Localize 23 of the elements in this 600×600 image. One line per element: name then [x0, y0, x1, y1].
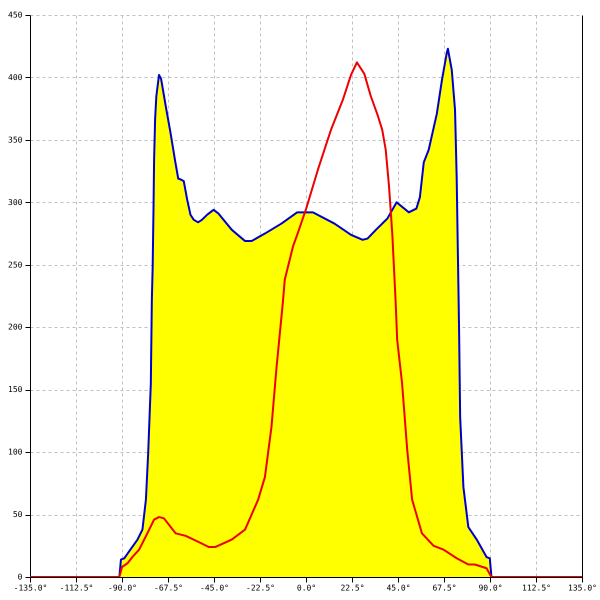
x-tick-label: 0.0° [296, 584, 316, 592]
y-tick-label: 250 [8, 260, 23, 270]
y-tick-label: 50 [12, 510, 23, 520]
y-tick-label: 150 [8, 385, 23, 394]
x-tick-label: -45.0° [200, 584, 229, 592]
y-tick-label: 300 [8, 198, 23, 207]
x-tick-label: -112.5° [60, 584, 94, 592]
y-tick-label: 0 [18, 572, 23, 582]
x-tick-label: 67.5° [432, 584, 457, 592]
x-tick-label: 90.0° [478, 584, 503, 592]
x-tick-label: -67.5° [154, 584, 183, 592]
y-tick-label: 200 [8, 322, 23, 332]
x-tick-label: 112.5° [522, 584, 551, 592]
y-tick-label: 100 [8, 448, 23, 457]
x-tick-label: -22.5° [246, 584, 275, 592]
y-tick-label: 400 [8, 72, 23, 82]
x-tick-label: -90.0° [108, 584, 137, 592]
x-tick-label: 135.0° [568, 584, 597, 592]
x-tick-label: 22.5° [340, 584, 365, 592]
y-tick-label: 350 [8, 135, 23, 144]
x-tick-label: -135.0° [14, 584, 48, 592]
y-tick-label: 450 [8, 10, 23, 20]
x-tick-label: 45.0° [386, 584, 411, 592]
